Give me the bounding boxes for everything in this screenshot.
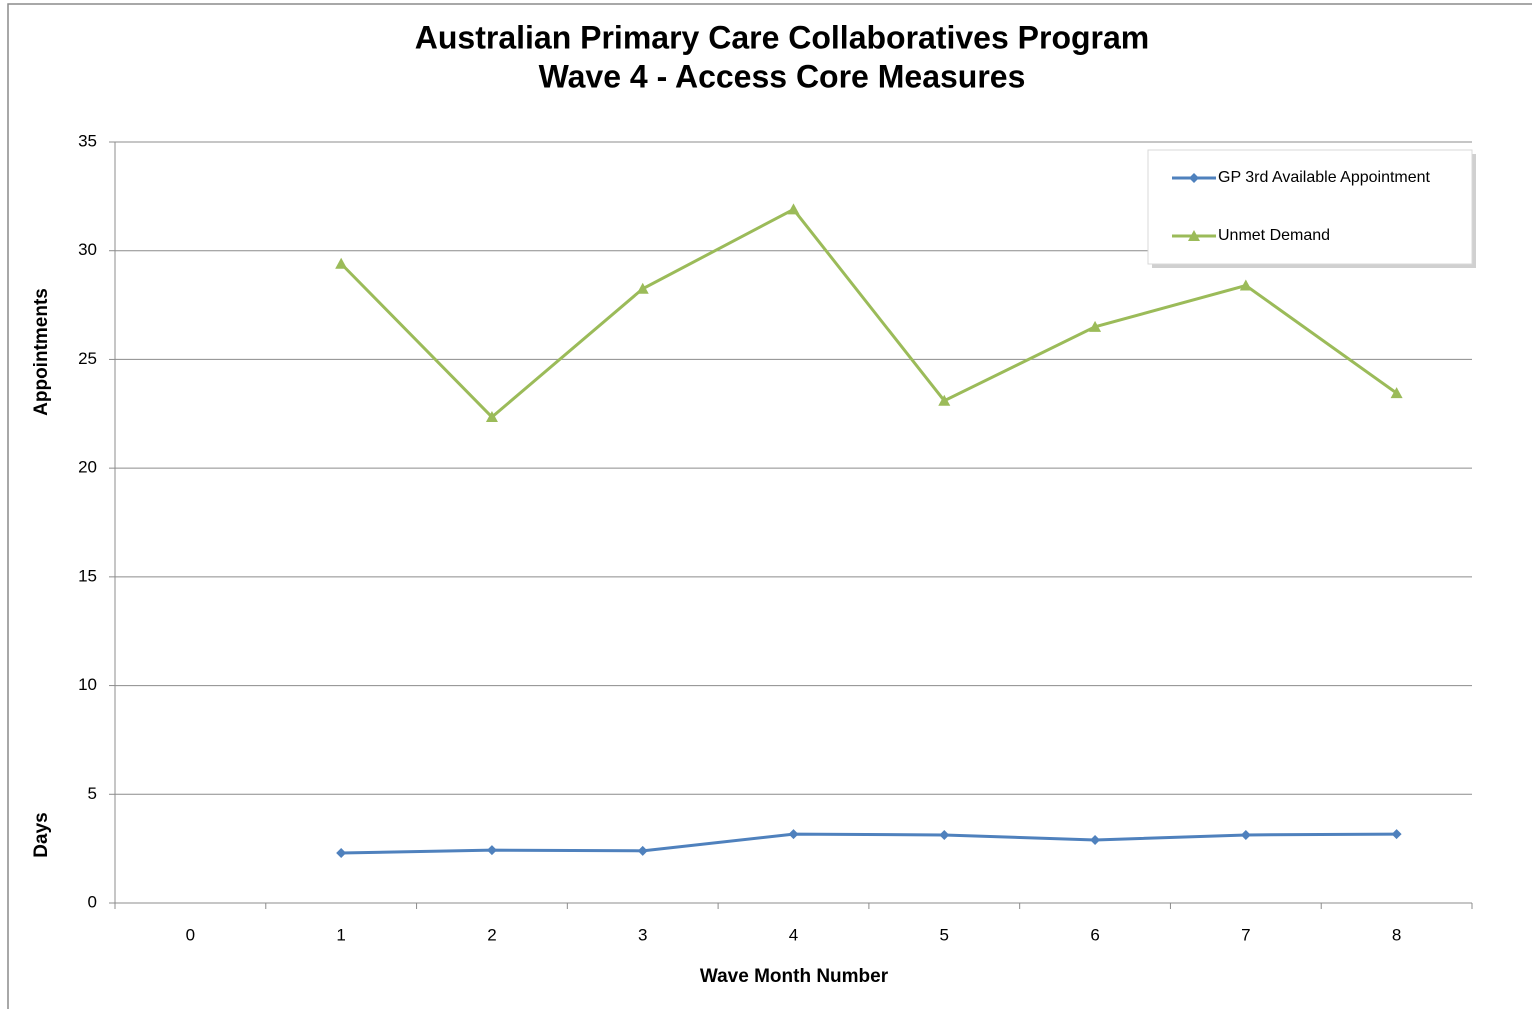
marker <box>485 411 498 423</box>
y-tick-label: 10 <box>78 675 97 694</box>
x-tick-label: 2 <box>487 925 496 944</box>
x-axis-label: Wave Month Number <box>700 966 889 987</box>
marker <box>336 847 347 858</box>
marker <box>335 257 348 269</box>
x-tick-label: 4 <box>789 925 798 944</box>
x-tick-label: 6 <box>1090 925 1099 944</box>
x-tick-label: 7 <box>1241 925 1250 944</box>
x-tick-label: 3 <box>638 925 647 944</box>
marker <box>939 829 950 840</box>
x-tick-label: 8 <box>1392 925 1401 944</box>
chart-title: Australian Primary Care Collaboratives P… <box>415 19 1150 55</box>
y-tick-label: 5 <box>88 784 97 803</box>
marker <box>1390 387 1403 399</box>
legend-label: GP 3rd Available Appointment <box>1218 169 1431 186</box>
marker <box>1090 834 1101 845</box>
marker <box>1188 230 1200 241</box>
x-tick-label: 0 <box>186 925 195 944</box>
marker <box>1089 320 1102 332</box>
legend <box>1147 149 1473 265</box>
y-tick-label: 20 <box>78 458 97 477</box>
marker <box>486 845 497 856</box>
series-line <box>340 207 1398 420</box>
y-axis-label: Appointments <box>31 288 52 416</box>
legend-label: Unmet Demand <box>1218 227 1330 244</box>
marker <box>1240 829 1251 840</box>
y-tick-label: 35 <box>78 131 97 150</box>
y-tick-label: 0 <box>88 892 97 911</box>
marker <box>636 282 649 294</box>
marker <box>938 394 951 406</box>
y-tick-label: 25 <box>78 349 97 368</box>
x-tick-label: 5 <box>940 925 949 944</box>
marker <box>787 203 800 215</box>
marker <box>788 829 799 840</box>
marker <box>1391 829 1402 840</box>
chart-subtitle: Wave 4 - Access Core Measures <box>539 58 1026 94</box>
marker <box>1239 279 1252 291</box>
y-axis-label: Days <box>31 812 52 857</box>
y-tick-label: 15 <box>78 566 97 585</box>
marker <box>637 845 648 856</box>
y-tick-label: 30 <box>78 240 97 259</box>
x-tick-label: 1 <box>336 925 345 944</box>
marker <box>1189 173 1199 183</box>
series-line <box>341 832 1397 855</box>
